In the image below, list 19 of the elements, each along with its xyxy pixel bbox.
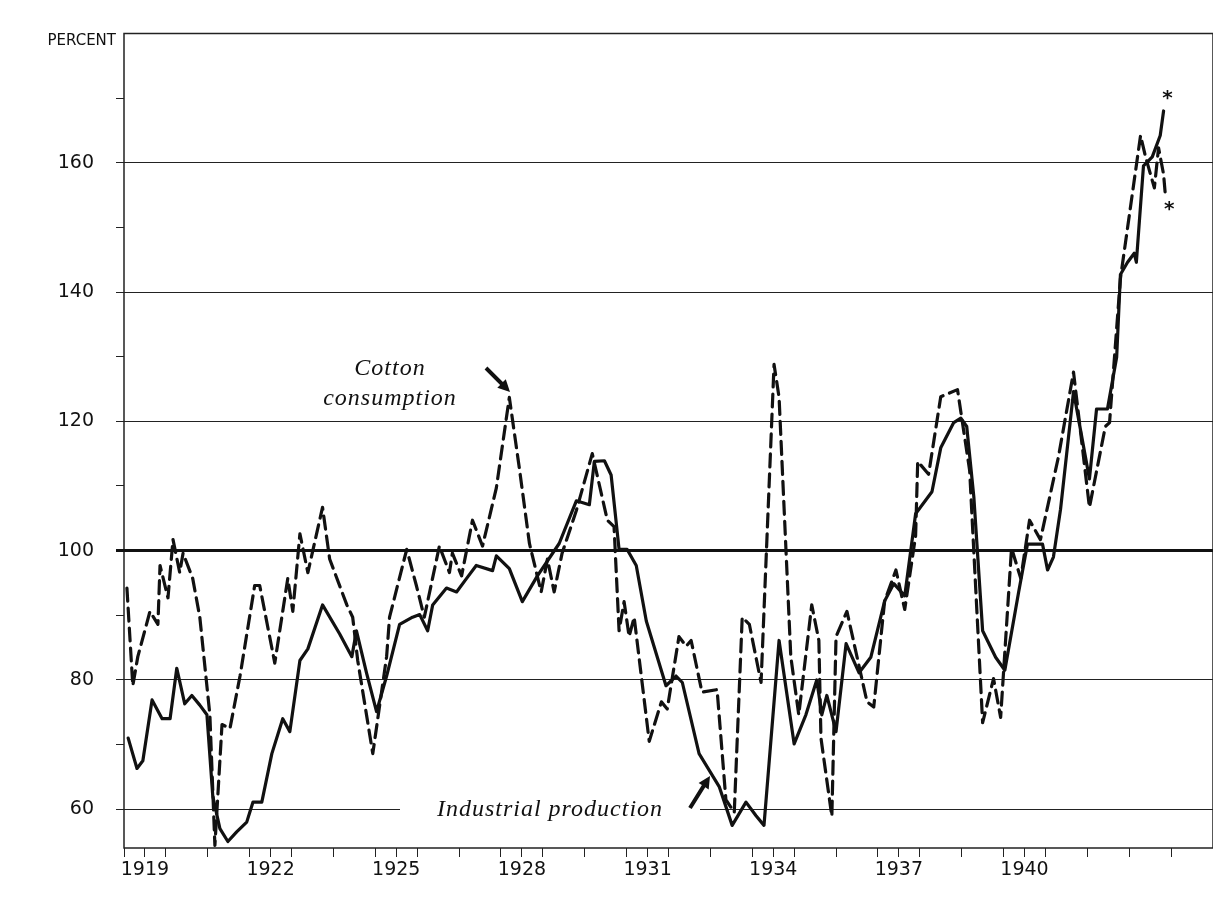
legend-label: Cotton consumption: [290, 352, 490, 412]
y-tick-label: 100: [57, 537, 94, 560]
y-tick-label: 160: [57, 149, 94, 172]
x-tick-label: 1937: [874, 857, 924, 880]
y-tick-label: 140: [57, 278, 94, 301]
x-tick-label: 1931: [623, 857, 672, 880]
annotation: *: [1162, 85, 1174, 110]
x-tick-label: 1922: [246, 857, 295, 880]
y-tick-label: 80: [69, 666, 94, 689]
y-axis-title: PERCENT: [47, 31, 117, 50]
x-tick-label: 1934: [749, 857, 798, 880]
y-tick-label: 120: [57, 408, 94, 431]
x-tick-label: 1928: [497, 857, 547, 880]
legend-label: Industrial production: [400, 793, 700, 823]
y-tick-label: 60: [69, 796, 94, 819]
x-tick-label: 1940: [1000, 857, 1049, 880]
x-tick-label: 1925: [372, 857, 421, 880]
annotation: *: [1164, 195, 1176, 220]
x-tick-label: 1919: [120, 857, 170, 880]
